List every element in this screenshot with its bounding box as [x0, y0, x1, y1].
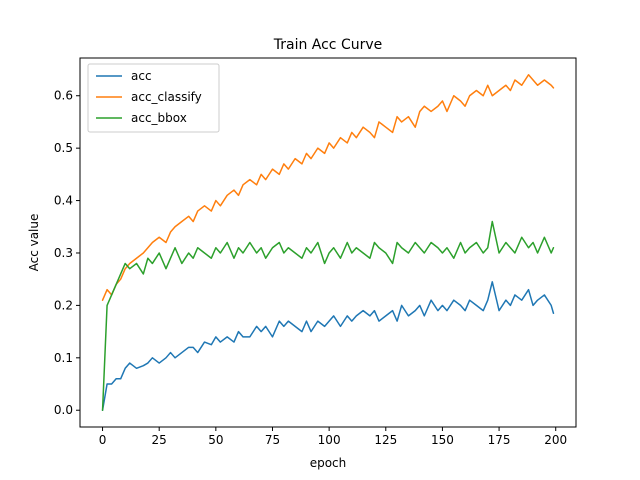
legend-label-acc: acc [131, 69, 152, 83]
x-tick-label: 50 [208, 433, 223, 447]
x-tick-label: 25 [152, 433, 167, 447]
x-tick-label: 125 [374, 433, 397, 447]
series-line-acc [101, 281, 555, 411]
series-line-acc-classify [101, 74, 555, 301]
x-axis-ticks: 0 25 50 75 100 125 150 175 200 [99, 427, 567, 447]
y-tick-label: 0.6 [54, 89, 73, 103]
series-line-acc-bbox [101, 220, 555, 411]
x-tick-label: 75 [265, 433, 280, 447]
legend: acc acc_classify acc_bbox [87, 63, 220, 133]
x-tick-label: 100 [318, 433, 341, 447]
legend-label-acc-bbox: acc_bbox [131, 111, 187, 125]
x-axis-label: epoch [310, 456, 347, 470]
y-axis-ticks: 0.0 0.1 0.2 0.3 0.4 0.5 0.6 [54, 89, 80, 417]
y-tick-label: 0.0 [54, 403, 73, 417]
chart-title: Train Acc Curve [273, 37, 383, 53]
x-tick-label: 0 [99, 433, 107, 447]
y-tick-label: 0.5 [54, 141, 73, 155]
x-tick-label: 200 [544, 433, 567, 447]
legend-label-acc-classify: acc_classify [131, 90, 202, 104]
y-tick-label: 0.1 [54, 351, 73, 365]
legend-box [87, 63, 220, 133]
series-group [101, 74, 555, 411]
y-tick-label: 0.3 [54, 246, 73, 260]
y-axis-label: Acc value [27, 214, 41, 272]
x-tick-label: 175 [488, 433, 511, 447]
y-tick-label: 0.2 [54, 298, 73, 312]
axes-frame [79, 57, 577, 428]
x-tick-label: 150 [431, 433, 454, 447]
y-tick-label: 0.4 [54, 194, 73, 208]
legend-items: acc acc_classify acc_bbox [96, 69, 202, 125]
